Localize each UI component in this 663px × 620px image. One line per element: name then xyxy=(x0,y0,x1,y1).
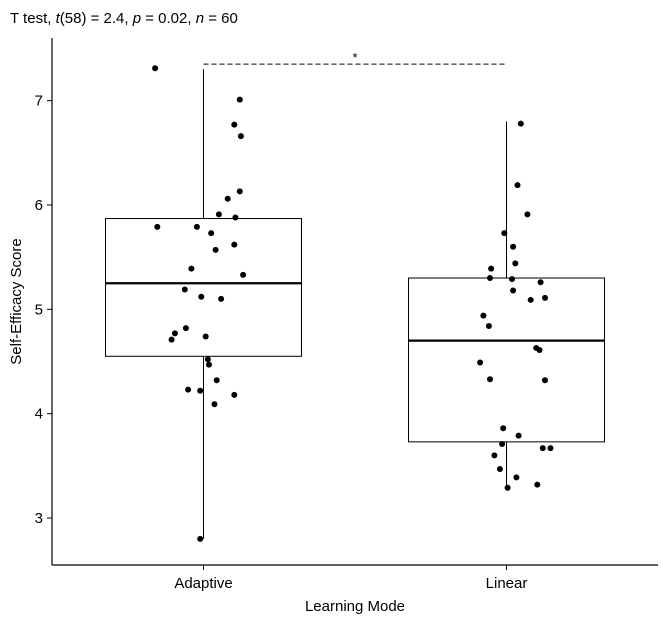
title-n-symbol: n xyxy=(195,10,205,27)
data-point xyxy=(236,188,243,195)
title-p-value: = 0.02 xyxy=(141,10,188,27)
data-point xyxy=(514,182,521,189)
points-linear xyxy=(477,120,554,491)
data-point xyxy=(542,294,548,301)
data-point xyxy=(510,287,517,294)
title-p-symbol: p xyxy=(132,10,142,27)
data-point xyxy=(527,296,534,303)
data-point xyxy=(182,325,189,332)
x-axis-title: Learning Mode xyxy=(305,598,405,615)
data-point xyxy=(477,359,484,366)
data-point xyxy=(537,279,544,286)
data-point xyxy=(510,243,517,250)
x-tick-label: Linear xyxy=(486,575,528,592)
data-point xyxy=(231,121,238,128)
data-point xyxy=(152,65,159,72)
data-point xyxy=(224,195,231,202)
data-point xyxy=(501,230,508,237)
data-point xyxy=(197,535,204,542)
data-point xyxy=(197,387,204,394)
data-point xyxy=(154,223,161,230)
chart-title: T test, t(58) = 2.4, p = 0.02, n = 60 xyxy=(10,10,238,27)
title-stat-value: (58) = 2.4 xyxy=(59,10,125,27)
iqr-box xyxy=(105,218,302,357)
y-tick-label: 7 xyxy=(35,93,43,110)
data-point xyxy=(488,265,495,272)
data-point xyxy=(499,440,506,447)
data-point xyxy=(496,465,503,472)
box-adaptive xyxy=(105,69,302,539)
y-tick-label: 4 xyxy=(35,406,43,423)
title-n-value: = 60 xyxy=(204,10,238,27)
data-point xyxy=(509,276,515,283)
data-point xyxy=(547,445,554,452)
data-point xyxy=(208,230,215,237)
data-point xyxy=(185,386,192,393)
data-point xyxy=(500,425,507,432)
data-point xyxy=(485,323,492,330)
data-point xyxy=(211,401,218,408)
significance-label: * xyxy=(352,50,357,65)
data-point xyxy=(539,445,546,452)
y-tick-label: 5 xyxy=(35,301,43,318)
points-adaptive xyxy=(152,65,247,542)
data-point xyxy=(231,241,238,248)
data-point xyxy=(202,333,209,340)
data-point xyxy=(198,293,205,300)
data-point xyxy=(181,286,188,293)
data-point xyxy=(231,391,238,398)
iqr-box xyxy=(408,277,605,443)
data-point xyxy=(188,265,195,272)
data-point xyxy=(480,312,487,319)
data-point xyxy=(487,275,493,282)
y-axis-title: Self-Efficacy Score xyxy=(8,238,25,364)
data-point xyxy=(487,376,493,383)
data-point xyxy=(517,120,524,127)
data-point xyxy=(515,432,522,439)
data-point xyxy=(524,211,531,218)
data-point xyxy=(236,96,243,103)
data-point xyxy=(213,377,220,384)
data-point xyxy=(240,271,247,278)
data-point xyxy=(193,223,200,230)
data-point xyxy=(512,260,519,267)
data-point xyxy=(204,356,211,363)
data-point xyxy=(215,211,222,218)
x-tick-label: Adaptive xyxy=(174,575,232,592)
y-tick-label: 6 xyxy=(35,197,43,214)
data-point xyxy=(171,330,178,337)
title-test: T test xyxy=(10,10,48,27)
y-tick-label: 3 xyxy=(35,510,43,527)
data-point xyxy=(491,452,498,459)
title-stat-symbol: t xyxy=(55,10,60,27)
data-point xyxy=(206,361,212,368)
data-point xyxy=(534,481,541,488)
data-point xyxy=(504,484,511,491)
data-point xyxy=(237,133,244,140)
data-point xyxy=(542,377,548,384)
box-linear xyxy=(408,121,605,487)
data-point xyxy=(212,246,219,253)
data-point xyxy=(168,336,175,343)
data-point xyxy=(232,214,239,221)
data-point xyxy=(513,474,520,481)
data-point xyxy=(536,347,543,354)
data-point xyxy=(218,295,225,302)
